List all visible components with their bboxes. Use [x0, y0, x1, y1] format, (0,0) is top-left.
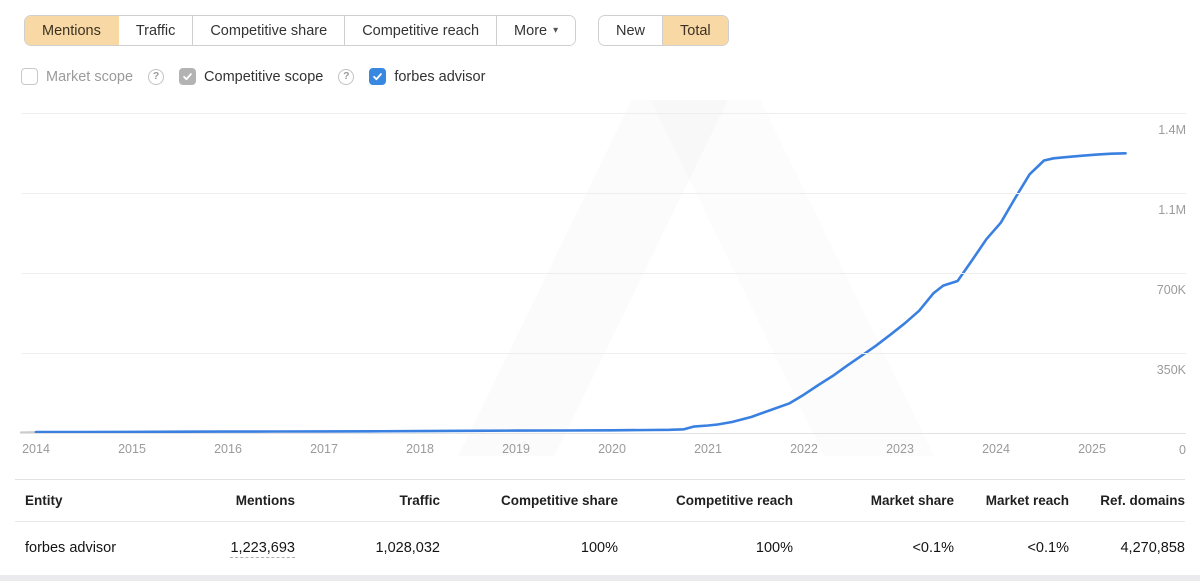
y-axis-tick: 700K [1156, 283, 1186, 297]
cell-market-share: <0.1% [912, 540, 954, 556]
table-row: forbes advisor 1,223,693 1,028,032 100% … [15, 522, 1185, 575]
cell-competitive-share: 100% [580, 540, 618, 556]
entity-metrics-table: Entity Mentions Traffic Competitive shar… [15, 479, 1185, 574]
entity-series-checkbox[interactable]: forbes advisor [369, 68, 485, 85]
checkbox-unchecked-icon [21, 68, 38, 85]
column-header-ref-domains[interactable]: Ref. domains [1069, 479, 1185, 522]
gridline [22, 193, 1186, 194]
gridline [22, 433, 1186, 434]
metric-tabs: Mentions Traffic Competitive share Compe… [24, 15, 577, 46]
chevron-down-icon: ▾ [553, 24, 559, 36]
gridline [22, 353, 1186, 354]
x-axis-tick: 2017 [310, 442, 338, 456]
column-header-traffic[interactable]: Traffic [295, 479, 440, 522]
x-axis-tick: 2022 [790, 442, 818, 456]
cell-competitive-reach: 100% [755, 540, 793, 556]
y-axis-tick: 1.4M [1158, 123, 1186, 137]
bottom-divider [0, 575, 1200, 581]
x-axis-tick: 2023 [886, 442, 914, 456]
series-line-forbes-advisor [34, 151, 1127, 434]
chart-area: 1.4M 1.1M 700K 350K 0 2014 2015 2016 2017 2018 201… [0, 100, 1200, 457]
toggle-total-button[interactable]: Total [663, 16, 728, 45]
market-scope-checkbox[interactable]: Market scope [21, 68, 133, 85]
checkbox-checked-gray-icon [179, 68, 197, 85]
gridline [22, 273, 1186, 274]
x-axis-tick: 2018 [406, 442, 434, 456]
checkbox-checked-blue-icon [369, 68, 387, 85]
x-axis-tick: 2016 [214, 442, 242, 456]
check-icon [373, 73, 383, 81]
x-axis-tick: 2014 [22, 442, 50, 456]
cell-ref-domains: 4,270,858 [1120, 540, 1185, 556]
x-axis-tick: 2015 [118, 442, 146, 456]
column-header-mentions[interactable]: Mentions [175, 479, 295, 522]
column-header-entity[interactable]: Entity [15, 479, 175, 522]
y-axis-tick: 0 [1179, 443, 1186, 457]
x-axis-tick: 2025 [1078, 442, 1106, 456]
cell-mentions: 1,223,693 [175, 522, 295, 575]
table-header-row: Entity Mentions Traffic Competitive shar… [15, 479, 1185, 522]
tab-competitive-reach[interactable]: Competitive reach [345, 16, 498, 45]
cell-entity: forbes advisor [25, 540, 117, 556]
competitive-scope-help-icon[interactable]: ? [338, 68, 355, 85]
market-scope-help-icon[interactable]: ? [148, 68, 165, 85]
gridline [22, 113, 1186, 114]
tab-competitive-share[interactable]: Competitive share [193, 16, 346, 45]
tab-more-label: More [514, 22, 548, 39]
x-axis-tick: 2024 [982, 442, 1010, 456]
cell-traffic: 1,028,032 [375, 540, 440, 556]
x-axis-tick: 2021 [694, 442, 722, 456]
scope-filters: Market scope ? Competitive scope ? forbe… [21, 68, 485, 85]
competitive-scope-checkbox[interactable]: Competitive scope [179, 68, 323, 85]
column-header-competitive-reach[interactable]: Competitive reach [618, 479, 793, 522]
toggle-new-button[interactable]: New [599, 16, 664, 45]
new-total-toggle: New Total [598, 15, 729, 46]
column-header-market-share[interactable]: Market share [793, 479, 954, 522]
mentions-line-chart [19, 151, 1127, 434]
check-icon [183, 73, 192, 81]
column-header-market-reach[interactable]: Market reach [954, 479, 1069, 522]
tab-traffic[interactable]: Traffic [118, 16, 194, 45]
competitive-scope-label: Competitive scope [204, 68, 324, 85]
y-axis-tick: 1.1M [1158, 203, 1186, 217]
tab-more[interactable]: More ▾ [497, 16, 576, 45]
x-axis-tick: 2020 [598, 442, 626, 456]
x-axis-tick: 2019 [502, 442, 530, 456]
cell-market-reach: <0.1% [1027, 540, 1069, 556]
mentions-count-link[interactable]: 1,223,693 [230, 540, 295, 558]
tab-mentions[interactable]: Mentions [25, 16, 119, 45]
market-scope-label: Market scope [46, 68, 134, 85]
entity-series-label: forbes advisor [394, 68, 486, 85]
y-axis-tick: 350K [1156, 363, 1186, 377]
column-header-competitive-share[interactable]: Competitive share [440, 479, 618, 522]
